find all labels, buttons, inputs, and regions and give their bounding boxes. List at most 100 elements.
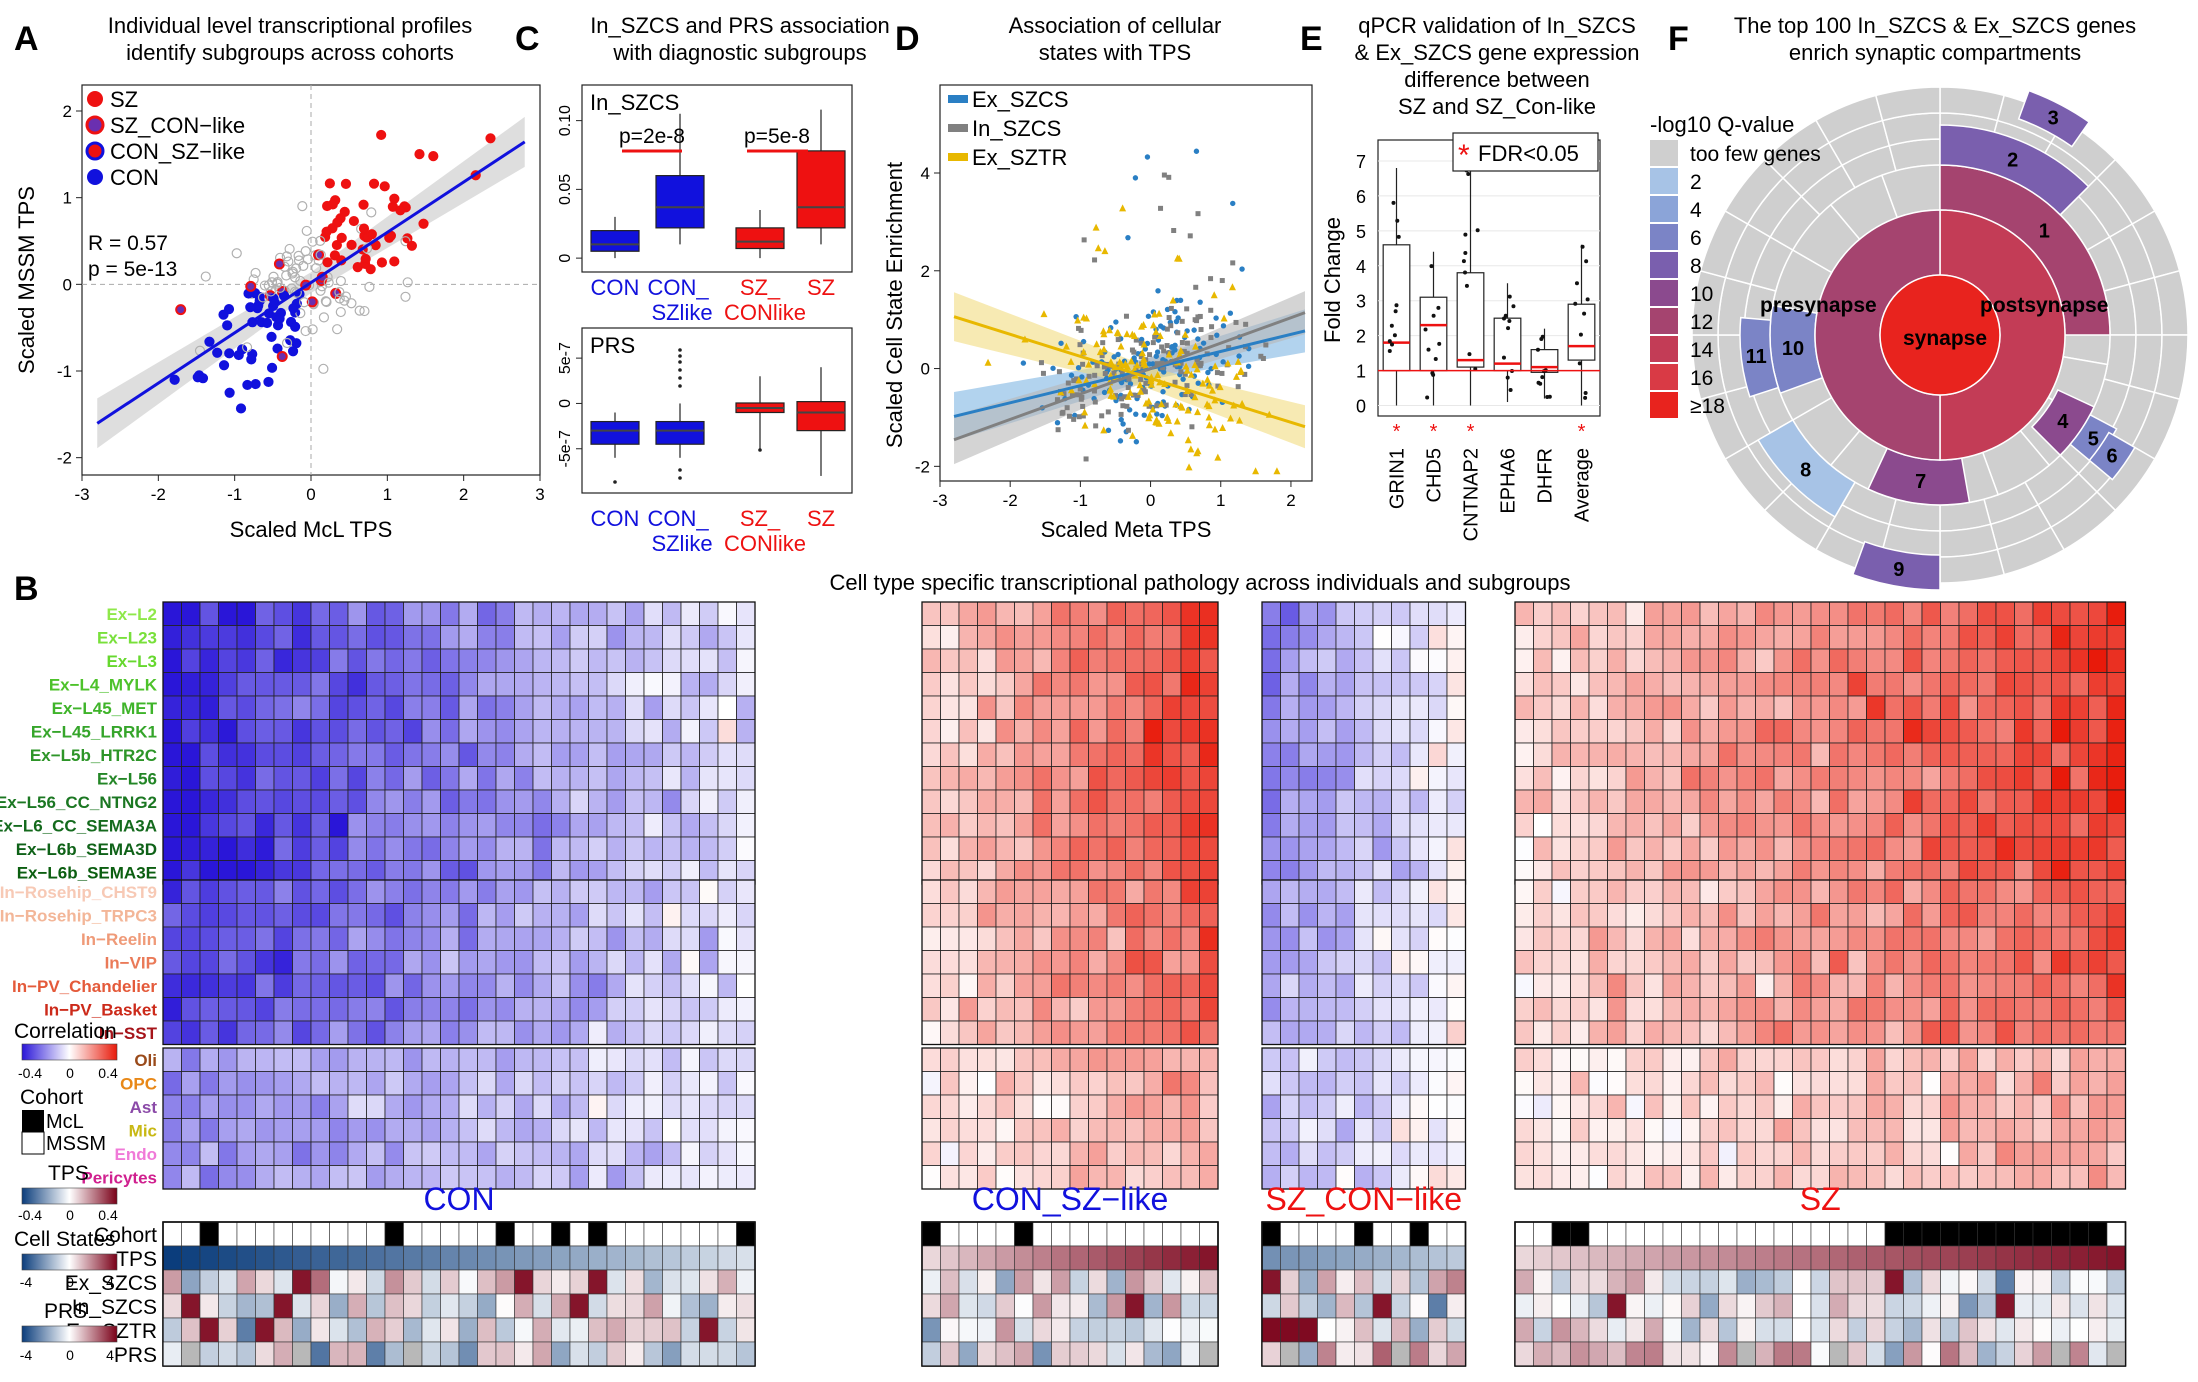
- point-sz: [336, 232, 347, 243]
- heatmap-cell: [218, 719, 238, 744]
- heatmap-cell: [1644, 766, 1664, 791]
- heatmap-cell: [1317, 789, 1337, 814]
- heatmap-cell: [2106, 1094, 2126, 1119]
- annotation-cell: [940, 1317, 960, 1343]
- heatmap-cell: [551, 813, 571, 838]
- point-ex-szcs: [1214, 332, 1220, 338]
- heatmap-cell: [1372, 997, 1392, 1022]
- annotation-cell: [421, 1221, 441, 1247]
- row-label: Endo: [115, 1145, 158, 1164]
- annotation-cell: [551, 1317, 571, 1343]
- heatmap-cell: [1903, 836, 1923, 861]
- heatmap-cell: [2088, 950, 2108, 975]
- point-ex-szcs: [1155, 288, 1161, 294]
- heatmap-cell: [1317, 601, 1337, 626]
- heatmap-cell: [292, 695, 312, 720]
- heatmap-cell: [717, 926, 737, 951]
- heatmap-cell: [1354, 766, 1374, 791]
- heatmap-cell: [569, 950, 589, 975]
- point-sz: [321, 226, 332, 237]
- heatmap-cell: [1588, 601, 1608, 626]
- heatmap-cell: [1829, 625, 1849, 650]
- legend-cohort-mcl-label: McL: [46, 1111, 84, 1133]
- heatmap-cell: [1792, 1047, 1812, 1072]
- point-ex-sztr: [1234, 357, 1242, 365]
- heatmap-cell: [1514, 742, 1534, 767]
- heatmap-cell: [292, 648, 312, 673]
- heatmap-cell: [477, 836, 497, 861]
- qpcr-box: [1382, 244, 1411, 372]
- heatmap-cell: [421, 1094, 441, 1119]
- heatmap-cell: [606, 742, 626, 767]
- heatmap-cell: [680, 1071, 700, 1096]
- annotation-cell: [1810, 1317, 1830, 1343]
- heatmap-cell: [2088, 601, 2108, 626]
- annotation-cell: [1810, 1221, 1830, 1247]
- heatmap-cell: [625, 766, 645, 791]
- heatmap-cell: [532, 1141, 552, 1166]
- heatmap-cell: [2069, 973, 2089, 998]
- point-con: [290, 321, 301, 332]
- heatmap-cell: [1162, 903, 1182, 928]
- annotation-cell: [403, 1293, 423, 1319]
- heatmap-cell: [1180, 742, 1200, 767]
- point-unassigned: [402, 277, 413, 288]
- point-sz: [324, 178, 335, 189]
- annotation-cell: [162, 1245, 182, 1271]
- point-unassigned: [283, 256, 294, 267]
- point-ex-sztr: [1147, 380, 1155, 388]
- heatmap-cell: [1261, 601, 1281, 626]
- heatmap-cell: [347, 1047, 367, 1072]
- heatmap-cell: [458, 836, 478, 861]
- heatmap-cell: [977, 1094, 997, 1119]
- heatmap-cell: [2032, 997, 2052, 1022]
- significance-star: *: [1578, 421, 1586, 443]
- heatmap-cell: [2014, 672, 2034, 697]
- heatmap-cell: [1699, 766, 1719, 791]
- heatmap-cell: [162, 1141, 182, 1166]
- annotation-cell: [458, 1245, 478, 1271]
- heatmap-cell: [1180, 903, 1200, 928]
- annotation-cell: [1921, 1341, 1941, 1367]
- point-con: [272, 343, 283, 354]
- heatmap-cell: [162, 1047, 182, 1072]
- heatmap-cell: [1681, 1118, 1701, 1143]
- annotation-cell: [1514, 1269, 1534, 1295]
- heatmap-cell: [1280, 1047, 1300, 1072]
- heatmap-cell: [1995, 903, 2015, 928]
- point-ex-sztr: [1138, 349, 1146, 357]
- annotation-cell: [1199, 1317, 1219, 1343]
- heatmap-cell: [940, 672, 960, 697]
- heatmap-cell: [477, 813, 497, 838]
- annotation-cell: [292, 1317, 312, 1343]
- heatmap-cell: [1106, 789, 1126, 814]
- heatmap-cell: [1866, 766, 1886, 791]
- heatmap-cell: [958, 950, 978, 975]
- heatmap-cell: [532, 719, 552, 744]
- heatmap-cell: [1977, 719, 1997, 744]
- heatmap-cell: [1125, 813, 1145, 838]
- point-con: [218, 360, 230, 371]
- heatmap-cell: [1428, 903, 1448, 928]
- heatmap-cell: [1625, 879, 1645, 904]
- heatmap-cell: [1847, 625, 1867, 650]
- heatmap-cell: [1446, 836, 1466, 861]
- heatmap-cell: [736, 719, 756, 744]
- heatmap-cell: [1755, 695, 1775, 720]
- row-label: In−Rosehip_TRPC3: [0, 907, 157, 926]
- heatmap-cell: [680, 1047, 700, 1072]
- annotation-cell: [1773, 1269, 1793, 1295]
- heatmap-cell: [1681, 1094, 1701, 1119]
- heatmap-cell: [1884, 879, 1904, 904]
- y-tick-label: 5: [1356, 222, 1366, 242]
- heatmap-cell: [662, 742, 682, 767]
- annotation-cell: [680, 1341, 700, 1367]
- heatmap-cell: [273, 625, 293, 650]
- heatmap-cell: [1354, 672, 1374, 697]
- heatmap-cell: [921, 789, 941, 814]
- heatmap-cell: [995, 903, 1015, 928]
- legend-cell-states-tick-min: -4: [20, 1274, 33, 1290]
- heatmap-cell: [1051, 625, 1071, 650]
- annotation-cell: [384, 1269, 404, 1295]
